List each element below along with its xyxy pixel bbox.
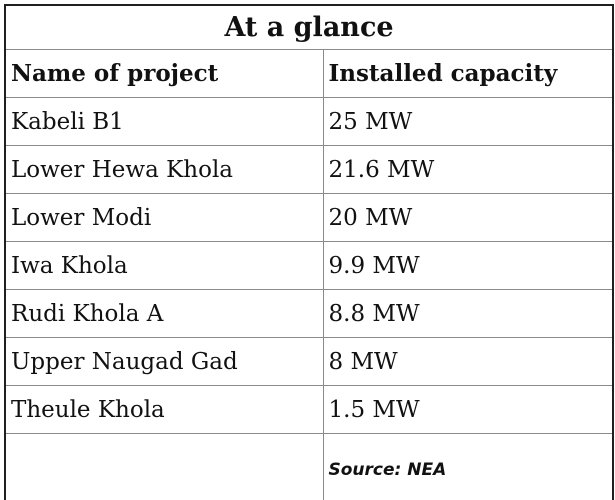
capacity-cell: 9.9 MW (322, 241, 614, 290)
capacity-cell: 20 MW (322, 193, 614, 242)
table-row: Theule Khola 1.5 MW (4, 385, 614, 434)
at-a-glance-table: At a glance Name of project Installed ca… (4, 4, 614, 500)
column-header-installed-capacity: Installed capacity (322, 49, 614, 98)
table-row: Kabeli B1 25 MW (4, 97, 614, 146)
table-row: Lower Modi 20 MW (4, 193, 614, 242)
project-name-cell: Lower Modi (4, 193, 324, 242)
table-title-row: At a glance (4, 4, 614, 50)
project-name-cell: Theule Khola (4, 385, 324, 434)
project-name-cell: Upper Naugad Gad (4, 337, 324, 386)
project-name-cell: Iwa Khola (4, 241, 324, 290)
capacity-cell: 8 MW (322, 337, 614, 386)
capacity-cell: 8.8 MW (322, 289, 614, 338)
project-name-cell: Lower Hewa Khola (4, 145, 324, 194)
capacity-cell: 1.5 MW (322, 385, 614, 434)
table-row: Rudi Khola A 8.8 MW (4, 289, 614, 338)
table-title: At a glance (4, 4, 614, 50)
table-row: Lower Hewa Khola 21.6 MW (4, 145, 614, 194)
empty-cell (4, 433, 324, 500)
column-header-project-name: Name of project (4, 49, 324, 98)
table-row: Upper Naugad Gad 8 MW (4, 337, 614, 386)
project-name-cell: Kabeli B1 (4, 97, 324, 146)
table-header-row: Name of project Installed capacity (4, 49, 614, 98)
table-row: Iwa Khola 9.9 MW (4, 241, 614, 290)
capacity-cell: 25 MW (322, 97, 614, 146)
source-note: Source: NEA (328, 460, 447, 480)
capacity-cell: 21.6 MW (322, 145, 614, 194)
project-name-cell: Rudi Khola A (4, 289, 324, 338)
source-row: Source: NEA (4, 433, 614, 500)
